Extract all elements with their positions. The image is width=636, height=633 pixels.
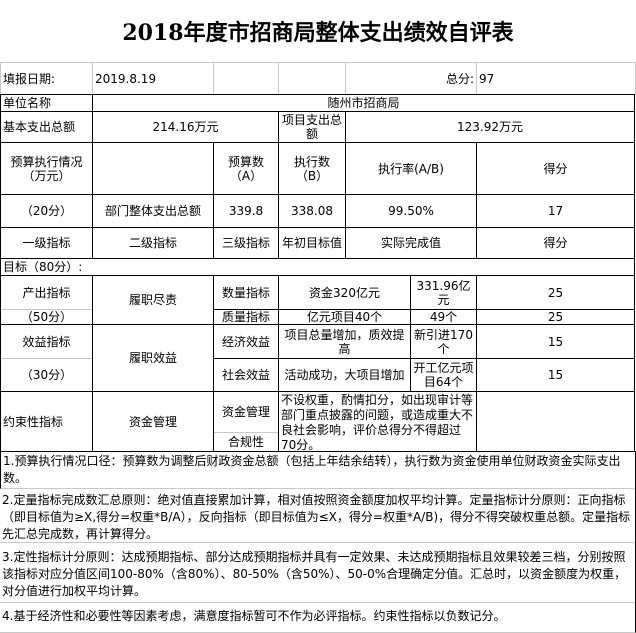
budget-label: 预算执行情况（万元） bbox=[0, 142, 93, 195]
header-target: 年初目标值 bbox=[278, 227, 346, 259]
project-expense-value: 123.92万元 bbox=[345, 111, 635, 143]
constraint-label: 约束性指标 bbox=[0, 391, 93, 452]
empty-cell bbox=[92, 142, 214, 195]
empty-cell bbox=[213, 62, 279, 95]
level3: 质量指标 bbox=[213, 309, 279, 325]
target-label: 目标（80分）: bbox=[0, 258, 635, 276]
score-value: 15 bbox=[476, 358, 635, 392]
constraint-description: 不设权重，酌情扣分，如出现审计等部门重点披露的问题，或造成重大不良社会影响，评价… bbox=[278, 391, 477, 452]
level3: 合规性 bbox=[213, 432, 279, 452]
total-score: 97 bbox=[476, 62, 636, 95]
level3: 数量指标 bbox=[213, 275, 279, 310]
empty-cell bbox=[278, 62, 346, 95]
benefit-points: （30分） bbox=[0, 358, 93, 392]
target-value: 亿元项目40个 bbox=[278, 309, 411, 325]
actual-value: 开工亿元项目64个 bbox=[410, 358, 477, 392]
project-expense-label: 项目支出总额 bbox=[278, 111, 346, 143]
target-value: 活动成功，大项目增加 bbox=[278, 358, 411, 392]
header-level2: 二级指标 bbox=[92, 227, 214, 259]
target-value: 项目总量增加，质效提高 bbox=[278, 324, 411, 359]
output-label: 产出指标 bbox=[0, 275, 93, 310]
budget-b: 338.08 bbox=[278, 194, 346, 228]
budget-b-header: 执行数（B） bbox=[278, 142, 346, 195]
budget-a-header: 预算数（A） bbox=[213, 142, 279, 195]
note-1: 1.预算执行情况口径：预算数为调整后财政资金总额（包括上年结余结转），执行数为资… bbox=[0, 451, 636, 489]
actual-value: 新引进170个 bbox=[410, 324, 477, 359]
unit-value: 随州市招商局 bbox=[92, 94, 635, 112]
note-2: 2.定量指标完成数汇总原则：绝对值直接累加计算，相对值按照资金额度加权平均计算。… bbox=[0, 488, 636, 543]
constraint-level2: 资金管理 bbox=[92, 391, 214, 452]
benefit-label: 效益指标 bbox=[0, 324, 93, 359]
output-points: （50分） bbox=[0, 309, 93, 325]
benefit-level2: 履职效益 bbox=[92, 324, 214, 392]
header-level1: 一级指标 bbox=[0, 227, 93, 259]
header-score: 得分 bbox=[476, 227, 635, 259]
budget-points: （20分） bbox=[0, 194, 93, 228]
budget-a: 339.8 bbox=[213, 194, 279, 228]
budget-rate: 99.50% bbox=[345, 194, 477, 228]
score-value: 15 bbox=[476, 324, 635, 359]
basic-expense-label: 基本支出总额 bbox=[0, 111, 93, 143]
note-4: 4.基于经济性和必要性等因素考虑，满意度指标暂可不作为必评指标。约束性指标以负数… bbox=[0, 602, 636, 633]
score-header: 得分 bbox=[476, 142, 635, 195]
actual-value: 331.96亿元 bbox=[410, 275, 477, 310]
constraint-score bbox=[476, 391, 635, 452]
note-3: 3.定性指标计分原则：达成预期指标、部分达成预期指标并具有一定效果、未达成预期指… bbox=[0, 542, 636, 603]
budget-score: 17 bbox=[476, 194, 635, 228]
header-actual: 实际完成值 bbox=[345, 227, 477, 259]
date-label: 填报日期: bbox=[0, 62, 93, 95]
date-value: 2019.8.19 bbox=[92, 62, 214, 95]
score-value: 25 bbox=[476, 275, 635, 310]
actual-value: 49个 bbox=[410, 309, 477, 325]
score-label: 总分: bbox=[345, 62, 477, 95]
level3: 经济效益 bbox=[213, 324, 279, 359]
unit-label: 单位名称 bbox=[0, 94, 93, 112]
target-value: 资金320亿元 bbox=[278, 275, 411, 310]
output-level2: 履职尽责 bbox=[92, 275, 214, 325]
level3: 社会效益 bbox=[213, 358, 279, 392]
rate-header: 执行率(A/B) bbox=[345, 142, 477, 195]
score-value: 25 bbox=[476, 309, 635, 325]
budget-item: 部门整体支出总额 bbox=[92, 194, 214, 228]
page-title: 2018年度市招商局整体支出绩效自评表 bbox=[122, 20, 514, 46]
basic-expense-value: 214.16万元 bbox=[92, 111, 279, 143]
level3: 资金管理 bbox=[213, 391, 279, 433]
header-level3: 三级指标 bbox=[213, 227, 279, 259]
